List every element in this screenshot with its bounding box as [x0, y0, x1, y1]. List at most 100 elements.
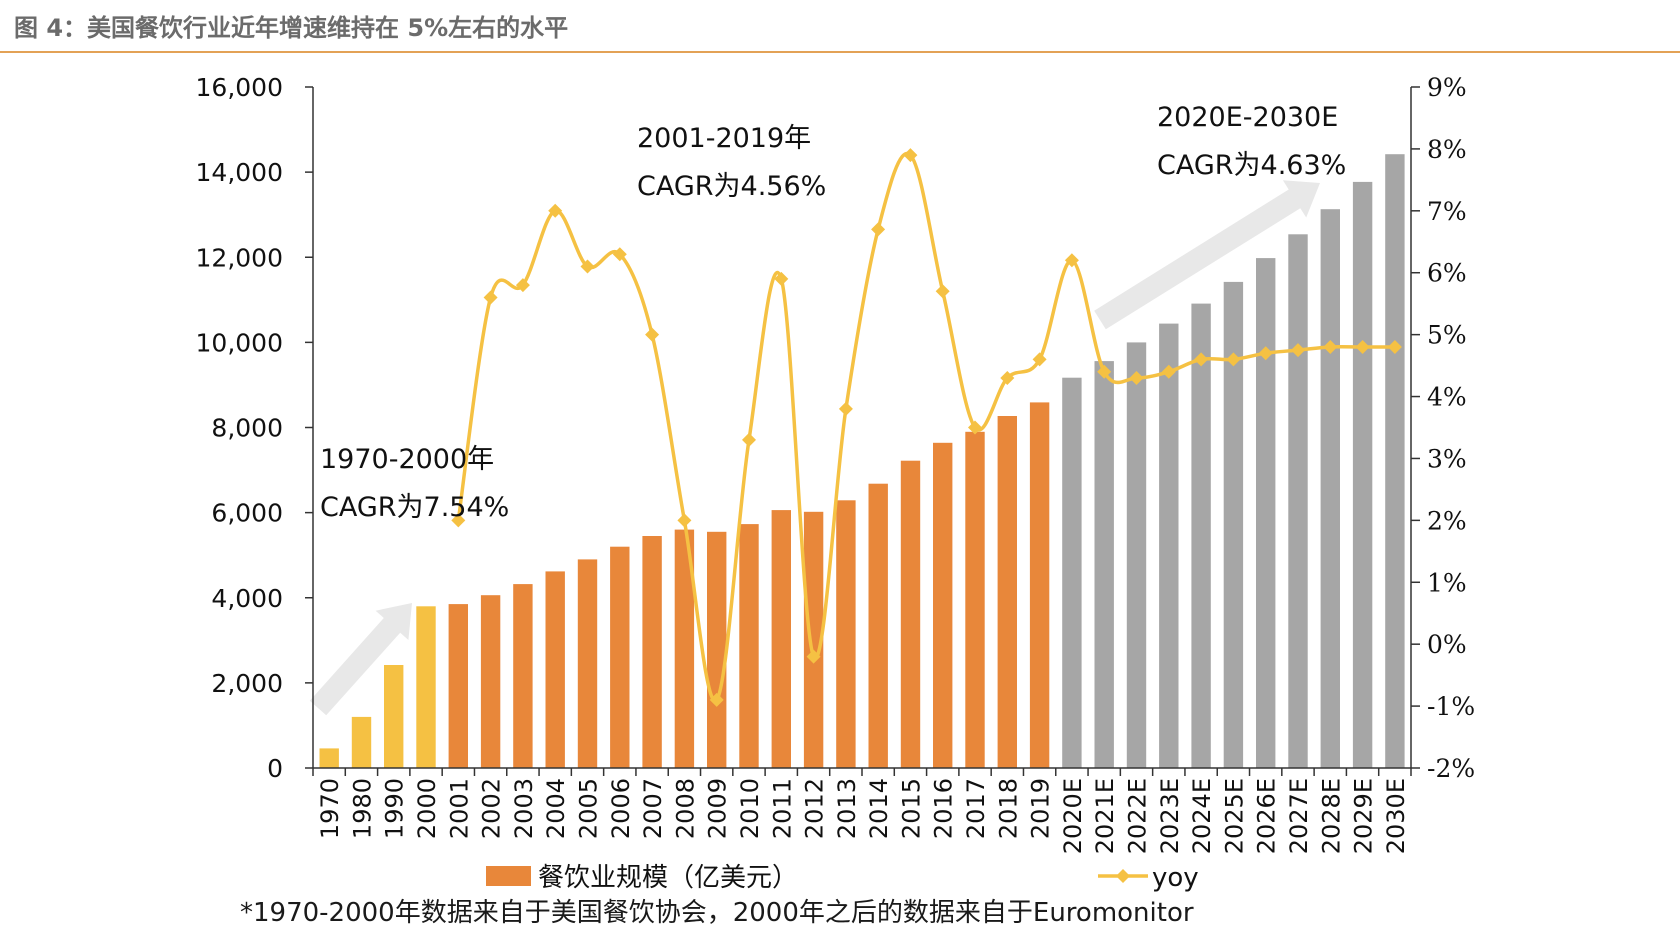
- title-divider: [0, 51, 1680, 53]
- bar-2023E: [1159, 323, 1179, 768]
- x-tick-label: 2001: [445, 778, 473, 839]
- x-tick-label: 1980: [348, 778, 376, 839]
- bar-2003: [513, 584, 533, 768]
- bar-2008: [674, 529, 695, 768]
- bar-2029E: [1352, 181, 1373, 768]
- x-tick-label: 2019: [1027, 778, 1055, 839]
- annotation-period: 2020E-2030E: [1157, 102, 1338, 133]
- right-tick-label: -1%: [1427, 692, 1475, 721]
- x-tick-label: 2028E: [1317, 778, 1345, 854]
- bar-2026E: [1256, 258, 1276, 768]
- yoy-point-2019: [1032, 352, 1047, 367]
- right-tick-label: 7%: [1427, 197, 1467, 226]
- x-tick-label: 2017: [962, 778, 990, 839]
- yoy-point-2021E: [1097, 364, 1112, 379]
- x-tick-label: 2026E: [1253, 778, 1281, 854]
- x-tick-label: 2020E: [1059, 778, 1087, 854]
- legend-line-marker: [1116, 869, 1130, 883]
- bar-1990: [384, 665, 404, 768]
- axes: 0 2,000 4,000 6,000 8,000 10,000 12,000 14,000 1…: [196, 73, 1476, 854]
- x-tick-label: 2008: [671, 778, 699, 839]
- yoy-point-2004: [548, 203, 563, 218]
- bar-2027E: [1288, 234, 1308, 769]
- right-tick-label: 4%: [1427, 383, 1467, 412]
- left-tick-label: 4,000: [211, 584, 283, 613]
- bar-2006: [610, 546, 630, 768]
- x-tick-label: 2013: [833, 778, 861, 839]
- right-tick-label: 6%: [1427, 259, 1467, 288]
- legend-bar-label: 餐饮业规模（亿美元）: [538, 863, 798, 893]
- x-tick-label: 2023E: [1156, 778, 1184, 854]
- left-tick-label: 0: [267, 754, 283, 783]
- bar-2000: [416, 606, 436, 768]
- bar-2009: [707, 531, 727, 768]
- annotation-cagr: CAGR为4.56%: [637, 171, 826, 202]
- yoy-point-2008: [677, 513, 692, 528]
- x-tick-label: 2010: [736, 778, 764, 839]
- x-tick-label: 2005: [575, 778, 603, 839]
- growth-arrow-forecast: [1094, 180, 1320, 330]
- x-tick-label: 2024E: [1188, 778, 1216, 854]
- yoy-point-2009: [709, 692, 724, 707]
- yoy-point-2026E: [1258, 346, 1273, 361]
- right-tick-label: -2%: [1427, 754, 1475, 783]
- left-tick-label: 8,000: [211, 414, 283, 443]
- x-tick-label: 2014: [865, 778, 893, 839]
- x-tick-label: 1990: [381, 778, 409, 839]
- yoy-point-2028E: [1323, 340, 1338, 354]
- left-tick-label: 10,000: [196, 328, 283, 357]
- annotation-cagr: CAGR为4.63%: [1157, 150, 1346, 181]
- bar-2020E: [1062, 377, 1082, 768]
- yoy-point-2012: [806, 649, 821, 664]
- bar-2010: [739, 524, 759, 768]
- yoy-point-2003: [515, 278, 530, 293]
- yoy-point-2001: [451, 513, 466, 528]
- bar-2007: [642, 536, 662, 768]
- yoy-point-2015: [903, 148, 918, 163]
- legend-line-label: yoy: [1152, 863, 1199, 893]
- growth-arrow-1970-2000: [309, 603, 412, 716]
- right-tick-label: 0%: [1427, 630, 1467, 659]
- bar-2004: [545, 571, 565, 768]
- x-tick-label: 2022E: [1124, 778, 1152, 854]
- x-tick-label: 2027E: [1285, 778, 1313, 854]
- x-tick-label: 2009: [704, 778, 732, 839]
- left-tick-label: 2,000: [211, 669, 283, 698]
- right-tick-label: 1%: [1427, 568, 1467, 597]
- x-tick-label: 1970: [316, 778, 344, 839]
- bar-2001: [448, 604, 468, 768]
- legend-bar-swatch: [486, 866, 531, 886]
- yoy-point-2024E: [1194, 352, 1209, 367]
- bar-2030E: [1385, 154, 1405, 768]
- bar-2014: [868, 483, 888, 768]
- yoy-point-2014: [871, 222, 886, 237]
- bar-2018: [997, 416, 1017, 768]
- yoy-point-2007: [645, 327, 660, 342]
- bar-2028E: [1320, 209, 1340, 768]
- yoy-point-2023E: [1161, 364, 1176, 379]
- bar-2022E: [1126, 342, 1147, 768]
- bar-2024E: [1191, 303, 1211, 768]
- bar-2002: [480, 595, 501, 768]
- yoy-point-2030E: [1387, 340, 1402, 354]
- x-tick-label: 2003: [510, 778, 538, 839]
- left-tick-label: 16,000: [196, 73, 283, 102]
- bar-1970: [319, 748, 339, 768]
- annotation-period: 1970-2000年: [320, 444, 494, 475]
- right-tick-label: 5%: [1427, 321, 1467, 350]
- x-tick-label: 2015: [897, 778, 925, 839]
- left-tick-label: 12,000: [196, 243, 283, 272]
- yoy-point-2006: [612, 247, 627, 262]
- x-tick-label: 2011: [768, 778, 796, 839]
- left-tick-label: 14,000: [196, 158, 283, 187]
- left-tick-label: 6,000: [211, 499, 283, 528]
- x-tick-label: 2000: [413, 778, 441, 839]
- data-source-footnote: *1970-2000年数据来自于美国餐饮协会，2000年之后的数据来自于Euro…: [240, 898, 1194, 928]
- x-tick-label: 2029E: [1350, 778, 1378, 854]
- x-tick-label: 2006: [607, 778, 635, 839]
- bar-2012: [803, 511, 824, 768]
- bar-2025E: [1223, 281, 1244, 768]
- bar-1980: [351, 716, 372, 768]
- x-tick-label: 2016: [930, 778, 958, 839]
